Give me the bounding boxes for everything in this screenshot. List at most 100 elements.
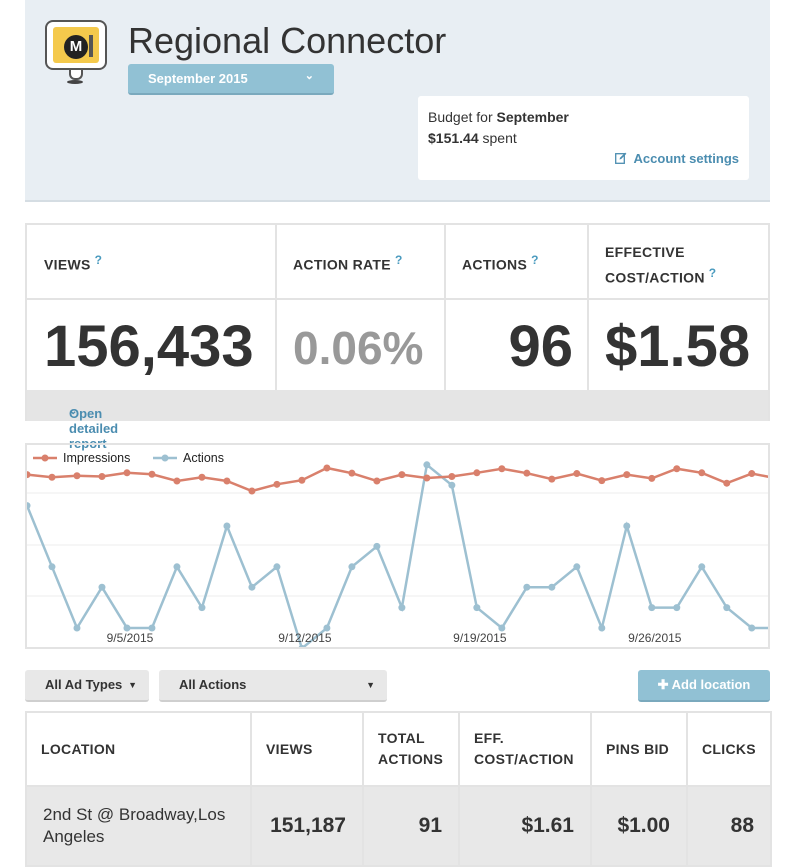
data-point xyxy=(273,563,281,571)
cell-total-actions: 91 xyxy=(362,785,460,867)
legend-label: Actions xyxy=(183,451,224,465)
data-point xyxy=(248,487,256,495)
column-header-views[interactable]: VIEWS xyxy=(250,711,364,787)
column-header-total-actions[interactable]: TOTAL ACTIONS xyxy=(362,711,460,787)
plus-icon: ✚ xyxy=(657,677,669,692)
column-header-pins-bid[interactable]: PINS BID xyxy=(590,711,688,787)
location-line: 2nd St @ Broadway,Los xyxy=(43,805,226,824)
logo-shadow-wrap xyxy=(45,20,107,84)
data-point xyxy=(623,522,631,530)
header-text: COST/ACTION xyxy=(474,751,574,767)
data-point xyxy=(548,583,556,591)
stats-col-divider xyxy=(444,225,446,390)
header-text: VIEWS xyxy=(266,741,313,757)
cell-views: 151,187 xyxy=(250,785,364,867)
data-point xyxy=(73,624,81,632)
data-point xyxy=(148,624,156,632)
legend-marker xyxy=(41,454,49,462)
data-point xyxy=(598,624,606,632)
data-point xyxy=(448,481,456,489)
data-point xyxy=(123,469,131,477)
table-header-row: LOCATION VIEWS TOTAL ACTIONS EFF. COST/ACT… xyxy=(25,711,772,787)
header-text: PINS BID xyxy=(606,741,670,757)
ad-types-label: All Ad Types xyxy=(45,677,123,692)
stats-panel: VIEWS? ACTION RATE? ACTIONS? EFFECTIVE C… xyxy=(25,223,770,451)
data-point xyxy=(348,469,356,477)
data-point xyxy=(27,502,31,510)
column-header-clicks[interactable]: CLICKS xyxy=(686,711,772,787)
effective-cost-label-line1: EFFECTIVE xyxy=(605,244,685,260)
table-row[interactable]: 2nd St @ Broadway,Los Angeles 151,187 91… xyxy=(25,785,772,867)
cell-location: 2nd St @ Broadway,Los Angeles xyxy=(25,785,252,867)
data-point xyxy=(298,476,306,484)
chevron-down-icon: ⌄ xyxy=(304,70,314,82)
data-point xyxy=(698,563,706,571)
data-point xyxy=(523,583,531,591)
actions-dropdown[interactable]: All Actions ▼ xyxy=(159,670,387,702)
data-point xyxy=(198,604,206,612)
data-point xyxy=(648,474,656,482)
stats-col-divider xyxy=(587,225,589,390)
data-point xyxy=(198,473,206,481)
action-rate-label-text: ACTION RATE xyxy=(293,256,391,273)
data-point xyxy=(123,624,131,632)
data-point xyxy=(423,474,431,482)
data-point xyxy=(48,473,56,481)
performance-chart: 9/5/2015 9/12/2015 9/19/2015 9/26/2015 Impre… xyxy=(25,443,770,649)
data-point xyxy=(173,563,181,571)
x-tick-label: 9/26/2015 xyxy=(628,631,682,645)
data-point xyxy=(373,477,381,485)
help-icon[interactable]: ? xyxy=(394,253,403,267)
data-point xyxy=(723,604,731,612)
caret-down-icon: ▼ xyxy=(128,680,137,690)
budget-label: Budget for xyxy=(428,109,493,125)
data-point xyxy=(348,563,356,571)
account-settings-link[interactable]: Account settings xyxy=(615,151,739,166)
data-point xyxy=(298,644,306,647)
month-select[interactable]: September 2015 ⌄ xyxy=(128,64,334,95)
locations-table: LOCATION VIEWS TOTAL ACTIONS EFF. COST/ACT… xyxy=(25,711,772,867)
data-point xyxy=(148,470,156,478)
location-line: Angeles xyxy=(43,827,105,846)
data-point xyxy=(398,471,406,479)
page-title: Regional Connector xyxy=(128,20,447,61)
add-location-button[interactable]: ✚ Add location xyxy=(638,670,770,702)
views-label-text: VIEWS xyxy=(44,256,91,273)
logo-pole xyxy=(89,35,93,57)
header-text: CLICKS xyxy=(702,741,756,757)
column-header-location[interactable]: LOCATION xyxy=(25,711,252,787)
help-icon[interactable]: ? xyxy=(94,253,103,267)
logo-shadow xyxy=(67,80,83,84)
help-icon[interactable]: ? xyxy=(708,266,717,280)
logo-pin-tail xyxy=(69,70,83,80)
data-point xyxy=(698,469,706,477)
help-icon[interactable]: ? xyxy=(531,253,539,267)
actions-value: 96 xyxy=(508,314,573,379)
header-text: TOTAL xyxy=(378,730,425,746)
header-text: LOCATION xyxy=(41,741,116,757)
data-point xyxy=(48,563,56,571)
data-point xyxy=(573,470,581,478)
data-point xyxy=(423,461,431,469)
account-settings-label: Account settings xyxy=(633,151,739,166)
data-point xyxy=(523,469,531,477)
data-point xyxy=(223,477,231,485)
data-point xyxy=(498,465,506,473)
series-line-1 xyxy=(27,462,768,647)
column-header-eff-cost[interactable]: EFF. COST/ACTION xyxy=(458,711,592,787)
data-point xyxy=(98,473,106,481)
data-point xyxy=(548,475,556,483)
action-rate-label: ACTION RATE? xyxy=(293,253,403,273)
x-tick-label: 9/5/2015 xyxy=(107,631,154,645)
campaign-header: M Regional Connector September 2015 ⌄ Bu… xyxy=(25,0,770,202)
cell-eff-cost: $1.61 xyxy=(458,785,592,867)
budget-spent-amount: $151.44 xyxy=(428,130,479,146)
data-point xyxy=(673,604,681,612)
data-point xyxy=(598,477,606,485)
data-point xyxy=(27,471,31,479)
data-point xyxy=(748,470,756,478)
data-point xyxy=(473,469,481,477)
effective-cost-label-line2: COST/ACTION xyxy=(605,269,705,286)
data-point xyxy=(748,624,756,632)
ad-types-dropdown[interactable]: All Ad Types ▼ xyxy=(25,670,149,702)
